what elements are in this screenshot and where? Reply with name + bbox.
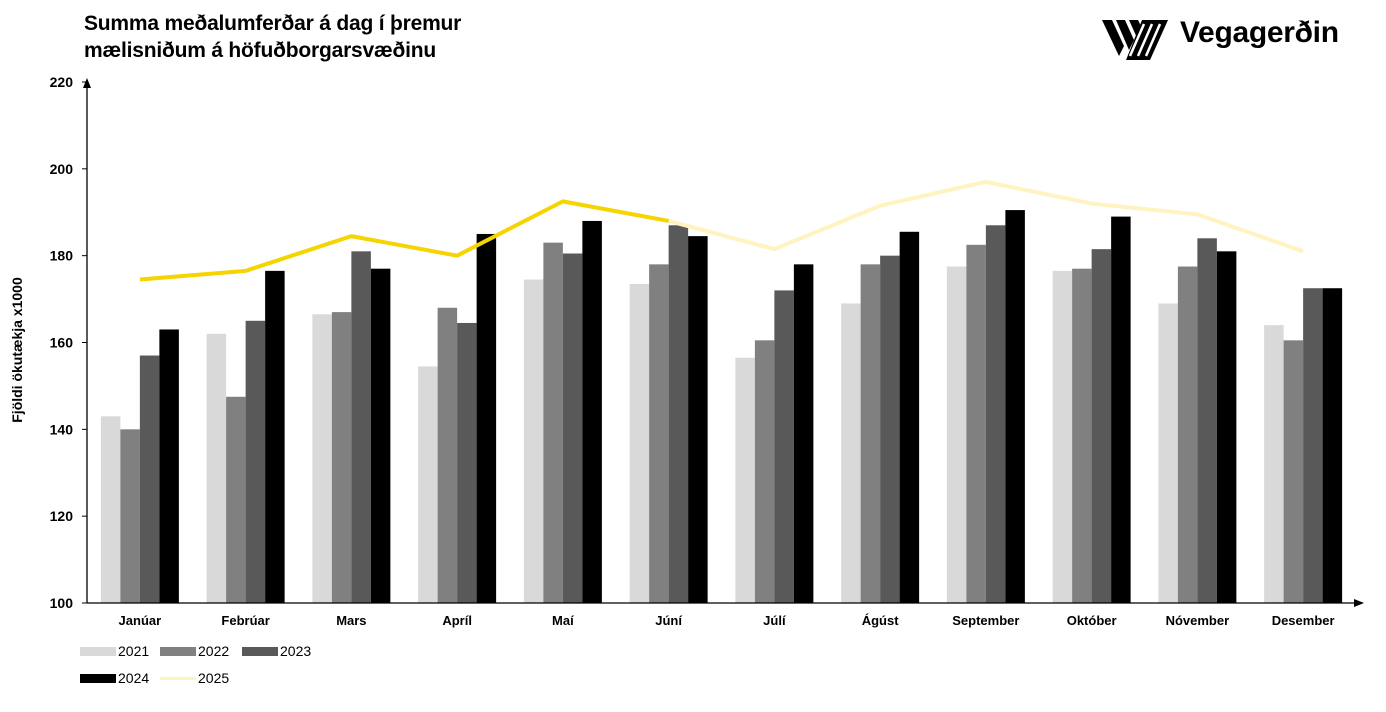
legend-item-2025: 2025 <box>160 670 229 686</box>
bar-2022-9 <box>1072 268 1092 603</box>
y-axis-arrow <box>83 78 91 88</box>
y-tick-label: 140 <box>50 421 74 437</box>
chart-title: Summa meðalumferðar á dag í þremur mælis… <box>84 10 461 64</box>
bar-2022-6 <box>754 340 775 603</box>
legend-label-2024: 2024 <box>118 670 150 686</box>
x-tick-label: Maí <box>552 613 574 628</box>
bar-2021-9 <box>1052 270 1073 603</box>
x-axis-arrow <box>1354 599 1364 607</box>
bar-2023-2 <box>351 251 371 603</box>
legend-item-2023: 2023 <box>242 643 311 659</box>
chart-title-line1: Summa meðalumferðar á dag í þremur <box>84 12 462 35</box>
bar-2021-2 <box>312 314 332 603</box>
bar-2024-3 <box>476 233 497 604</box>
legend-label-2023: 2023 <box>280 643 312 659</box>
bar-2024-4 <box>582 220 602 603</box>
y-tick-label: 100 <box>50 595 74 611</box>
bar-2024-10 <box>1216 251 1237 603</box>
bar-2021-3 <box>418 366 438 603</box>
legend-swatch-2024 <box>80 673 116 683</box>
bar-2022-1 <box>226 396 246 603</box>
bar-2022-3 <box>437 307 458 603</box>
bar-2022-5 <box>649 264 669 603</box>
bar-2022-8 <box>966 244 986 603</box>
line-2025-projected <box>668 179 1304 254</box>
bar-2022-10 <box>1177 266 1198 603</box>
legend-label-2021: 2021 <box>118 643 150 659</box>
bar-2024-9 <box>1111 216 1131 603</box>
bar-2023-9 <box>1091 249 1112 603</box>
bar-2024-6 <box>793 264 814 603</box>
bar-2023-7 <box>880 255 900 603</box>
bar-2021-1 <box>206 333 227 603</box>
bar-2021-8 <box>946 266 967 603</box>
legend-swatch-2021 <box>80 646 116 656</box>
line-2025-actual <box>139 199 669 282</box>
bar-2022-2 <box>331 312 352 603</box>
x-tick-label: Apríl <box>442 613 472 628</box>
legend-label-2025: 2025 <box>198 670 230 686</box>
x-tick-label: Desember <box>1272 613 1335 628</box>
bar-2023-4 <box>562 253 583 603</box>
bar-2023-5 <box>668 225 689 603</box>
logo-text: Vegagerðin <box>1180 16 1339 49</box>
vegagerdin-stripes-logo-icon <box>1102 20 1168 60</box>
bar-2023-6 <box>774 290 794 603</box>
y-tick-label: 160 <box>50 335 74 351</box>
legend-label-2022: 2022 <box>198 643 230 659</box>
bar-2022-4 <box>543 242 563 603</box>
bar-2023-0 <box>139 355 160 603</box>
x-tick-label: Júlí <box>763 613 786 628</box>
legend-swatch-2022 <box>160 646 196 656</box>
chart-title-line2: mælisniðum á höfuðborgarsvæðinu <box>84 39 436 62</box>
bar-2024-1 <box>265 270 285 603</box>
bar-2023-3 <box>457 322 477 603</box>
y-tick-label: 120 <box>50 508 74 524</box>
bar-2023-11 <box>1303 288 1323 603</box>
bar-2021-5 <box>629 283 650 603</box>
bar-2024-2 <box>370 268 391 603</box>
legend-item-2021: 2021 <box>80 643 149 659</box>
bar-2021-0 <box>100 416 121 603</box>
bar-2021-6 <box>735 357 755 603</box>
bar-2022-7 <box>860 264 881 603</box>
x-tick-label: September <box>952 613 1019 628</box>
x-tick-label: Október <box>1067 613 1117 628</box>
bar-2021-4 <box>523 279 544 603</box>
bar-2022-11 <box>1283 340 1304 603</box>
x-tick-label: Febrúar <box>221 613 269 628</box>
legend-swatch-2025 <box>160 676 196 680</box>
bar-2021-10 <box>1158 303 1178 603</box>
legend-item-2024: 2024 <box>80 670 149 686</box>
bar-2021-11 <box>1264 325 1284 603</box>
bar-2023-8 <box>985 225 1006 603</box>
bar-2022-0 <box>120 429 140 603</box>
y-tick-label: 180 <box>50 248 74 264</box>
x-tick-label: Janúar <box>119 613 162 628</box>
bar-2023-10 <box>1197 238 1217 604</box>
bar-2024-8 <box>1005 210 1025 603</box>
bar-2023-1 <box>245 320 266 603</box>
y-tick-label: 200 <box>50 161 74 177</box>
bar-2024-0 <box>159 329 179 603</box>
x-tick-label: Mars <box>336 613 366 628</box>
bar-2024-7 <box>899 231 920 603</box>
legend-item-2022: 2022 <box>160 643 229 659</box>
bar-2024-5 <box>688 236 708 604</box>
y-axis-label: Fjöldi ökutækja x1000 <box>9 277 25 423</box>
bar-2024-11 <box>1322 288 1343 603</box>
x-tick-label: Nóvember <box>1166 613 1230 628</box>
y-tick-label: 220 <box>50 74 74 90</box>
x-tick-label: Ágúst <box>862 613 900 628</box>
x-tick-label: Júní <box>655 613 682 628</box>
legend-swatch-2023 <box>242 646 278 656</box>
bar-2021-7 <box>841 303 861 603</box>
